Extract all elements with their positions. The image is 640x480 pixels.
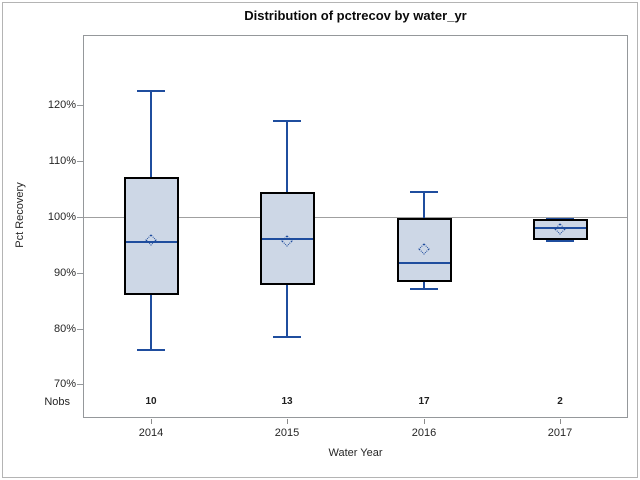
x-tick-mark <box>560 419 561 424</box>
y-tick-mark <box>77 105 83 106</box>
y-tick-label: 110% <box>48 155 76 167</box>
x-tick-mark <box>287 419 288 424</box>
median-line <box>399 262 450 264</box>
nobs-row-label: Nobs <box>44 396 70 408</box>
x-tick-mark <box>424 419 425 424</box>
x-axis-label: Water Year <box>328 447 383 459</box>
y-tick-label: 90% <box>53 267 76 279</box>
box-iqr-2017 <box>533 219 588 240</box>
lower-whisker-line <box>423 282 425 289</box>
y-axis-label: Pct Recovery <box>14 182 26 248</box>
y-tick-label: 80% <box>53 323 76 335</box>
y-tick-mark <box>77 273 83 274</box>
lower-whisker-cap <box>546 240 574 242</box>
y-tick-label: 100% <box>47 211 76 223</box>
upper-whisker-line <box>286 121 288 192</box>
upper-whisker-line <box>150 91 152 177</box>
box-iqr-2016 <box>397 218 452 282</box>
nobs-value: 10 <box>145 396 157 407</box>
x-tick-label: 2016 <box>411 427 437 439</box>
upper-whisker-cap <box>273 120 301 122</box>
y-tick-mark <box>77 217 83 218</box>
median-line <box>126 241 177 243</box>
upper-whisker-line <box>423 192 425 218</box>
median-line <box>262 238 313 240</box>
x-tick-mark <box>151 419 152 424</box>
nobs-value: 2 <box>557 396 563 407</box>
y-tick-mark <box>77 329 83 330</box>
upper-whisker-cap <box>137 90 165 92</box>
x-tick-label: 2014 <box>138 427 164 439</box>
median-line <box>535 227 586 229</box>
y-tick-label: 120% <box>47 99 76 111</box>
x-tick-label: 2017 <box>547 427 573 439</box>
box-iqr-2014 <box>124 177 179 295</box>
lower-whisker-cap <box>273 336 301 338</box>
reference-line-100pct <box>84 217 627 218</box>
upper-whisker-cap <box>410 191 438 193</box>
lower-whisker-line <box>150 295 152 350</box>
lower-whisker-cap <box>410 288 438 290</box>
x-tick-label: 2015 <box>274 427 300 439</box>
nobs-value: 17 <box>418 396 430 407</box>
chart-title: Distribution of pctrecov by water_yr <box>244 8 467 23</box>
lower-whisker-line <box>286 285 288 337</box>
lower-whisker-cap <box>137 349 165 351</box>
y-tick-label: 70% <box>53 378 76 390</box>
nobs-value: 13 <box>281 396 293 407</box>
y-tick-mark <box>77 161 83 162</box>
y-tick-mark <box>77 384 83 385</box>
